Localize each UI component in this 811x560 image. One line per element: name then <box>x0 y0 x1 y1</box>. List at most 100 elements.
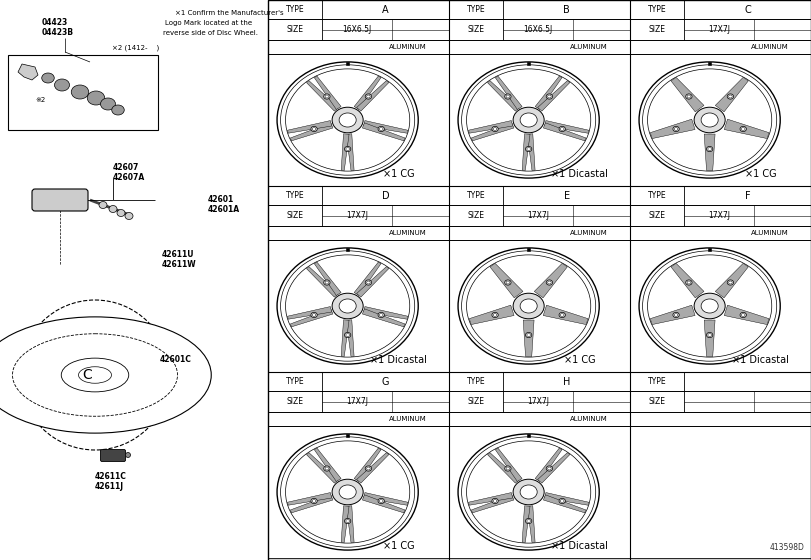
Polygon shape <box>290 123 333 141</box>
Text: SIZE: SIZE <box>286 397 303 406</box>
Polygon shape <box>471 123 514 141</box>
Ellipse shape <box>527 148 530 151</box>
Ellipse shape <box>88 91 105 105</box>
Bar <box>268 240 449 372</box>
Polygon shape <box>534 263 567 298</box>
Text: SIZE: SIZE <box>649 211 666 220</box>
Ellipse shape <box>367 467 370 470</box>
Bar <box>268 40 449 54</box>
Bar <box>449 240 630 372</box>
Polygon shape <box>288 306 332 319</box>
Text: ×1 Dicastal: ×1 Dicastal <box>370 355 427 365</box>
Ellipse shape <box>367 95 370 98</box>
Ellipse shape <box>324 94 330 99</box>
Ellipse shape <box>365 280 371 285</box>
Ellipse shape <box>458 62 599 178</box>
Ellipse shape <box>339 485 356 499</box>
Text: F: F <box>744 190 750 200</box>
Text: SIZE: SIZE <box>468 397 485 406</box>
Ellipse shape <box>506 95 509 98</box>
Polygon shape <box>527 134 535 170</box>
Ellipse shape <box>378 312 384 318</box>
Text: 42601A: 42601A <box>208 205 240 214</box>
Ellipse shape <box>708 148 711 151</box>
Polygon shape <box>346 134 354 170</box>
Ellipse shape <box>365 466 371 471</box>
Bar <box>630 240 811 372</box>
Polygon shape <box>538 452 570 483</box>
Polygon shape <box>704 134 715 171</box>
Ellipse shape <box>333 479 363 505</box>
Ellipse shape <box>520 485 537 499</box>
Ellipse shape <box>109 206 117 212</box>
Ellipse shape <box>378 127 384 132</box>
Text: SIZE: SIZE <box>286 211 303 220</box>
Text: ALUMINUM: ALUMINUM <box>569 230 607 236</box>
Ellipse shape <box>125 212 133 220</box>
Text: ×1 Dicastal: ×1 Dicastal <box>551 541 607 551</box>
Text: TYPE: TYPE <box>467 5 486 14</box>
Ellipse shape <box>126 452 131 458</box>
Bar <box>630 40 811 54</box>
Ellipse shape <box>339 299 356 313</box>
Text: 42601C: 42601C <box>160 355 192 364</box>
Ellipse shape <box>345 334 350 337</box>
Text: 17X7J: 17X7J <box>708 211 730 220</box>
Bar <box>268 426 449 558</box>
Ellipse shape <box>559 498 565 503</box>
Bar <box>268 54 449 186</box>
Polygon shape <box>490 263 523 298</box>
Polygon shape <box>715 263 749 298</box>
Polygon shape <box>545 120 589 133</box>
Ellipse shape <box>333 107 363 133</box>
Text: 42607A: 42607A <box>113 173 145 182</box>
Ellipse shape <box>345 333 351 338</box>
Text: TYPE: TYPE <box>467 377 486 386</box>
Ellipse shape <box>701 299 719 313</box>
Text: ×1 Dicastal: ×1 Dicastal <box>551 169 607 179</box>
Ellipse shape <box>504 94 511 99</box>
Ellipse shape <box>560 314 564 316</box>
Polygon shape <box>522 134 530 170</box>
Ellipse shape <box>559 312 565 318</box>
Ellipse shape <box>520 299 537 313</box>
Ellipse shape <box>112 105 124 115</box>
Polygon shape <box>650 305 695 325</box>
Bar <box>449 391 630 412</box>
FancyBboxPatch shape <box>32 189 88 211</box>
Polygon shape <box>522 506 530 543</box>
Bar <box>449 40 630 54</box>
Ellipse shape <box>311 312 317 318</box>
Ellipse shape <box>547 280 552 285</box>
Ellipse shape <box>526 146 532 152</box>
Text: E: E <box>564 190 569 200</box>
Ellipse shape <box>526 333 532 338</box>
Polygon shape <box>650 119 695 138</box>
Text: Logo Mark located at the: Logo Mark located at the <box>165 20 252 26</box>
Bar <box>449 205 630 226</box>
Polygon shape <box>715 77 749 112</box>
Text: 42611U: 42611U <box>162 250 195 259</box>
Bar <box>630 426 811 558</box>
Text: ALUMINUM: ALUMINUM <box>750 44 788 50</box>
Polygon shape <box>346 320 354 357</box>
Text: D: D <box>382 190 389 200</box>
Text: C: C <box>82 368 92 382</box>
Polygon shape <box>341 134 349 170</box>
Text: A: A <box>382 4 389 15</box>
Text: TYPE: TYPE <box>285 191 304 200</box>
Polygon shape <box>487 81 520 111</box>
Ellipse shape <box>325 281 328 284</box>
Ellipse shape <box>324 280 330 285</box>
Text: 04423: 04423 <box>42 18 68 27</box>
Text: TYPE: TYPE <box>648 191 667 200</box>
Ellipse shape <box>345 519 351 524</box>
Ellipse shape <box>380 500 383 502</box>
Text: ×1 CG: ×1 CG <box>383 541 414 551</box>
Ellipse shape <box>367 281 370 284</box>
Bar <box>345 62 350 64</box>
Polygon shape <box>354 448 381 482</box>
Ellipse shape <box>527 520 530 522</box>
Polygon shape <box>18 64 38 80</box>
Ellipse shape <box>527 334 530 337</box>
